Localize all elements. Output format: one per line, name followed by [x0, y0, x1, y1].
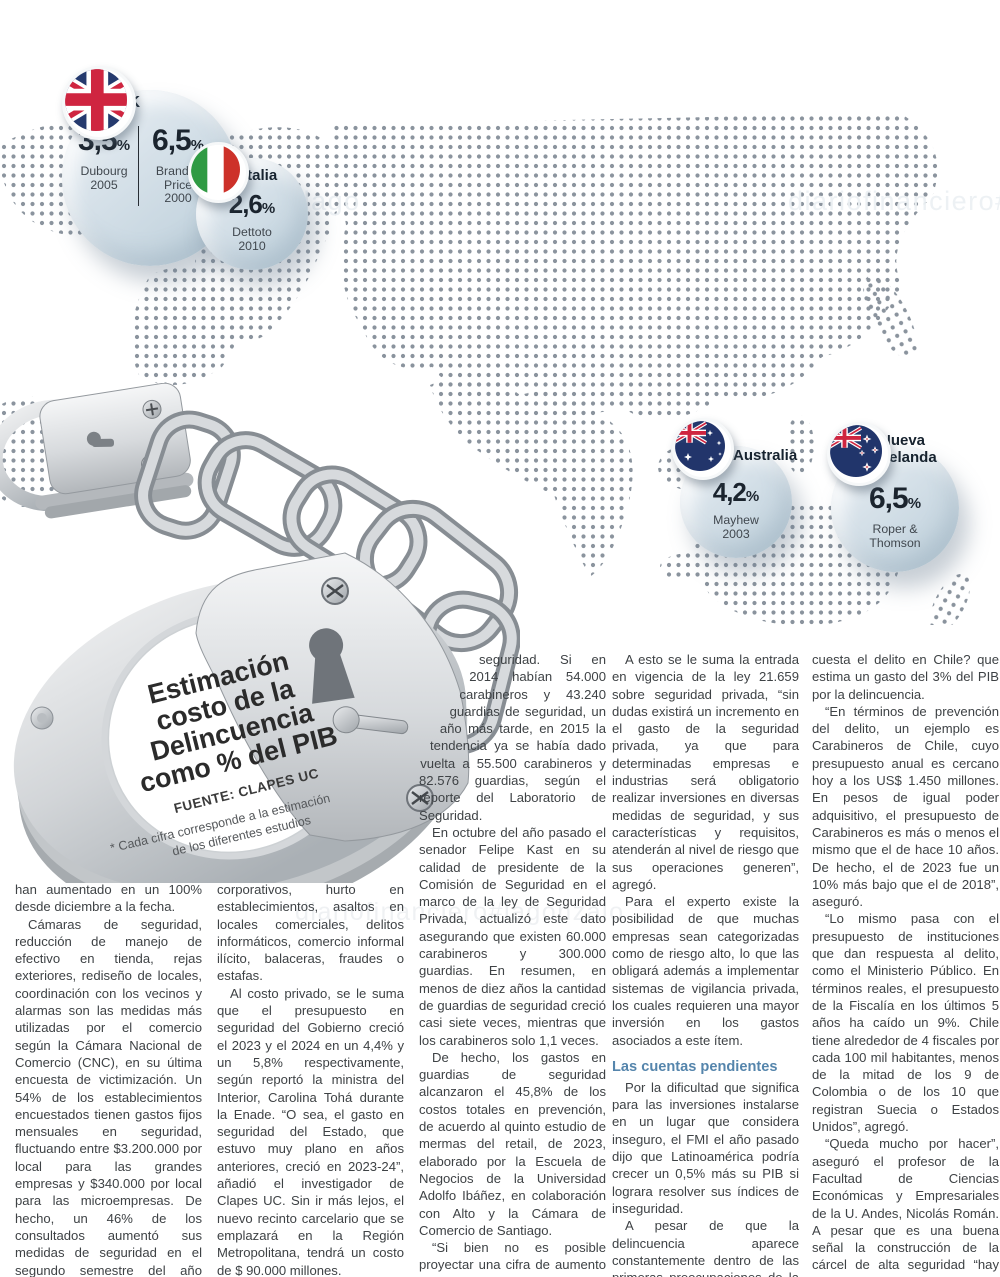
stat-year: 2000 — [164, 191, 192, 205]
article-paragraph: corporativos, hurto en establecimientos,… — [217, 882, 404, 984]
infographic-title-line: como % del PIB — [137, 720, 341, 798]
footnote-line: de los diferentes estudios — [171, 813, 312, 859]
article-paragraph: Cámaras de seguridad, reducción de manej… — [15, 916, 202, 1277]
stat-value: 6,5 — [868, 482, 909, 515]
article-paragraph: Por la dificultad que significa para las… — [612, 1079, 799, 1216]
stat-year: 2010 — [238, 238, 266, 253]
article-paragraph: han aumentado en un 100% desde diciembre… — [15, 882, 202, 915]
infographic-label: Estimación costo de la Delincuencia como… — [137, 646, 341, 816]
article-column: seguridad. Si en 2014 habían 54.000 cara… — [419, 651, 606, 1277]
article-paragraph: En octubre del año pasado el senador Fel… — [419, 824, 606, 1048]
nueva-zelanda-stats: 6,5% Roper & Thomson — [831, 484, 959, 550]
stat-unit: % — [116, 137, 131, 154]
article-paragraph: De hecho, los gastos en guardias de segu… — [419, 1049, 606, 1238]
keyhole-icon — [309, 628, 355, 704]
watermark: diariofinanciero#lago — [788, 186, 1000, 216]
australia-stats: 4,2% Mayhew 2003 — [680, 479, 792, 541]
infographic-source: FUENTE: CLAPES UC — [172, 765, 320, 816]
uk-flag-icon — [62, 66, 136, 140]
key-icon — [332, 706, 409, 735]
article-column: A esto se le suma la entrada en vigencia… — [612, 651, 799, 1277]
stat-source: Roper & Thomson — [869, 522, 921, 550]
italy-flag-icon — [188, 142, 249, 203]
stat-unit: % — [261, 200, 276, 217]
new-zealand-flag-icon — [827, 422, 891, 486]
stat-unit: % — [745, 488, 760, 505]
article-column: han aumentado en un 100% desde diciembre… — [15, 881, 202, 1277]
infographic-title-line: Delincuencia — [147, 697, 317, 767]
infographic-title-line: costo de la — [153, 673, 298, 736]
country-label: Australia — [733, 447, 798, 464]
article-paragraph: “Lo mismo pasa con el presupuesto de ins… — [812, 911, 999, 1135]
article-paragraph: Al costo privado, se le suma que el pres… — [217, 985, 404, 1277]
australia-flag-icon — [672, 418, 734, 480]
country-label: Nueva Zelanda — [880, 432, 937, 466]
article-paragraph: “En términos de prevención del delito, u… — [812, 703, 999, 910]
rivet-icon — [30, 706, 54, 730]
article-paragraph: cuesta el delito en Chile? que estima un… — [812, 652, 999, 702]
article-paragraph: A esto se le suma la entrada en vigencia… — [612, 652, 799, 892]
stat-value: 4,2 — [712, 477, 747, 507]
article-paragraph: “Si bien no es posible proyectar una cif… — [419, 1240, 606, 1277]
article-column: cuesta el delito en Chile? que estima un… — [812, 651, 999, 1277]
article-paragraph: A pesar de que la delincuencia aparece c… — [612, 1218, 799, 1277]
article-column: corporativos, hurto en establecimientos,… — [217, 881, 404, 1277]
stat-source: Dubourg — [80, 164, 128, 178]
watermark: diariofinanciero#lagonzalo — [295, 898, 625, 926]
article-subheading: Las cuentas pendientes — [612, 1058, 778, 1075]
stat-value: 6,5 — [152, 124, 192, 157]
stat-year: 2003 — [722, 526, 750, 541]
stat-source: Dettoto — [232, 225, 272, 239]
country-label: Italia — [243, 167, 278, 184]
article-paragraph: “Queda mucho por hacer”, aseguró el prof… — [812, 1136, 999, 1277]
article-paragraph: Para el experto existe la posibilidad de… — [612, 894, 799, 1048]
footnote-line: * Cada cifra corresponde a la estimación — [109, 791, 332, 855]
stat-year: 2005 — [90, 177, 118, 192]
stat-unit: % — [907, 495, 922, 512]
stat-source: Mayhew — [713, 513, 759, 527]
stat: 6,5% Brand & Price 2000 — [138, 126, 217, 206]
infographic-footnote: * Cada cifra corresponde a la estimación… — [109, 791, 332, 859]
infographic-title-line: Estimación — [145, 646, 292, 710]
